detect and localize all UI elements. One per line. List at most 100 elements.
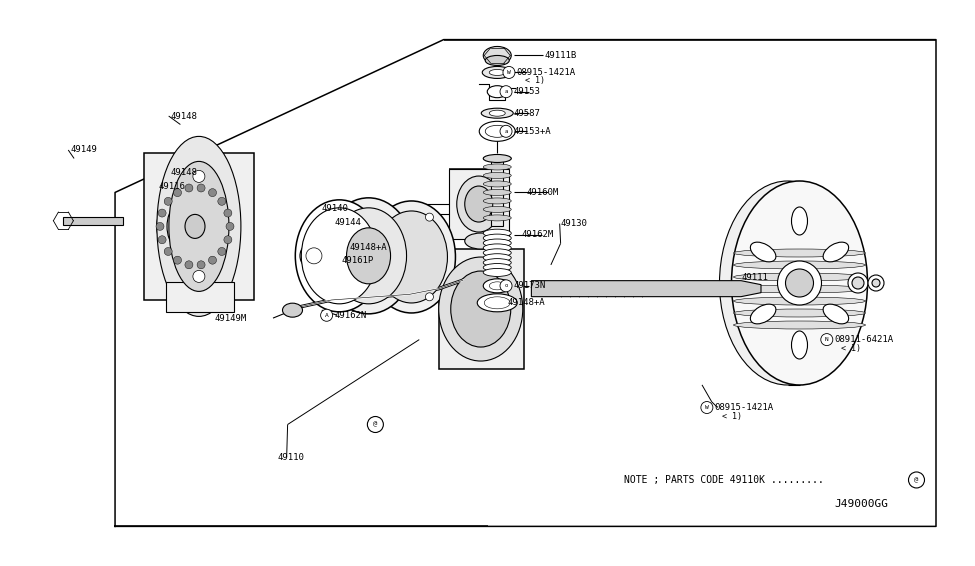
- Text: 49148: 49148: [171, 112, 198, 121]
- Circle shape: [821, 333, 833, 346]
- Ellipse shape: [185, 184, 193, 192]
- Circle shape: [500, 280, 512, 292]
- Text: 49148: 49148: [171, 168, 198, 177]
- Circle shape: [909, 472, 924, 488]
- Text: < 1): < 1): [722, 411, 742, 421]
- Ellipse shape: [777, 261, 822, 305]
- Ellipse shape: [465, 186, 492, 222]
- Text: 49587: 49587: [514, 109, 541, 118]
- Ellipse shape: [484, 259, 511, 267]
- Ellipse shape: [751, 242, 776, 262]
- Text: 08915-1421A: 08915-1421A: [517, 68, 576, 77]
- Ellipse shape: [439, 257, 523, 361]
- Ellipse shape: [306, 248, 322, 264]
- Circle shape: [701, 401, 713, 414]
- Ellipse shape: [731, 181, 868, 385]
- Circle shape: [500, 125, 512, 138]
- Circle shape: [500, 85, 512, 98]
- Text: 49116: 49116: [159, 182, 186, 191]
- Ellipse shape: [295, 200, 383, 312]
- Ellipse shape: [482, 108, 513, 118]
- Ellipse shape: [156, 222, 164, 230]
- Ellipse shape: [733, 309, 866, 317]
- Polygon shape: [448, 169, 509, 239]
- Ellipse shape: [197, 184, 205, 192]
- Ellipse shape: [300, 242, 328, 270]
- Text: 49148+A: 49148+A: [507, 298, 545, 307]
- Text: < 1): < 1): [841, 344, 862, 353]
- Ellipse shape: [484, 264, 511, 272]
- Ellipse shape: [489, 70, 505, 75]
- Text: NOTE ; PARTS CODE 49110K .........: NOTE ; PARTS CODE 49110K .........: [624, 475, 824, 485]
- Text: 49162M: 49162M: [522, 230, 554, 239]
- Ellipse shape: [486, 55, 509, 66]
- Text: 49144: 49144: [334, 218, 362, 227]
- Ellipse shape: [224, 209, 232, 217]
- Text: 49162N: 49162N: [334, 311, 367, 320]
- Ellipse shape: [488, 85, 507, 98]
- Ellipse shape: [484, 254, 511, 261]
- Ellipse shape: [484, 207, 511, 212]
- Ellipse shape: [450, 271, 511, 347]
- Ellipse shape: [157, 185, 233, 268]
- Ellipse shape: [197, 261, 205, 269]
- Polygon shape: [63, 217, 124, 225]
- Ellipse shape: [484, 249, 511, 257]
- Text: 49153: 49153: [514, 87, 541, 96]
- Text: 49140: 49140: [322, 204, 349, 213]
- Ellipse shape: [193, 271, 205, 282]
- Ellipse shape: [733, 321, 866, 329]
- Ellipse shape: [484, 229, 511, 237]
- Ellipse shape: [185, 261, 193, 269]
- Ellipse shape: [164, 247, 173, 255]
- Text: 08911-6421A: 08911-6421A: [835, 335, 894, 344]
- Bar: [491, 158, 503, 226]
- Ellipse shape: [465, 233, 496, 249]
- Text: @: @: [915, 477, 918, 483]
- Ellipse shape: [484, 198, 511, 204]
- Ellipse shape: [226, 222, 234, 230]
- Ellipse shape: [720, 181, 855, 385]
- Ellipse shape: [792, 331, 807, 359]
- Polygon shape: [144, 153, 254, 300]
- Circle shape: [368, 417, 383, 432]
- Ellipse shape: [489, 282, 505, 290]
- Ellipse shape: [480, 121, 515, 142]
- Text: 49130: 49130: [561, 219, 588, 228]
- Ellipse shape: [852, 277, 864, 289]
- Ellipse shape: [733, 261, 866, 269]
- Ellipse shape: [217, 247, 226, 255]
- Bar: [166, 282, 234, 312]
- Ellipse shape: [164, 198, 173, 205]
- Text: a: a: [504, 129, 508, 134]
- Polygon shape: [531, 281, 761, 297]
- Ellipse shape: [484, 215, 511, 221]
- Text: 49173N: 49173N: [514, 281, 546, 290]
- Ellipse shape: [484, 181, 511, 187]
- Ellipse shape: [484, 155, 511, 162]
- Ellipse shape: [283, 303, 302, 317]
- Text: 49148+A: 49148+A: [349, 243, 387, 252]
- Ellipse shape: [425, 293, 434, 301]
- Ellipse shape: [224, 235, 232, 244]
- Text: J49000GG: J49000GG: [835, 499, 888, 509]
- Text: 49149M: 49149M: [214, 314, 247, 323]
- Ellipse shape: [158, 235, 166, 244]
- Ellipse shape: [174, 256, 181, 264]
- Ellipse shape: [209, 188, 216, 196]
- Ellipse shape: [823, 242, 848, 262]
- Text: N: N: [825, 337, 829, 342]
- Ellipse shape: [848, 273, 868, 293]
- Ellipse shape: [484, 173, 511, 178]
- Ellipse shape: [217, 198, 226, 205]
- Ellipse shape: [733, 297, 866, 305]
- Ellipse shape: [484, 244, 511, 252]
- Ellipse shape: [346, 228, 391, 284]
- Ellipse shape: [484, 190, 511, 195]
- Ellipse shape: [323, 198, 414, 314]
- Text: W: W: [507, 70, 511, 75]
- Ellipse shape: [484, 46, 511, 65]
- Text: < 1): < 1): [525, 76, 545, 85]
- Ellipse shape: [484, 239, 511, 247]
- Text: o: o: [504, 284, 508, 288]
